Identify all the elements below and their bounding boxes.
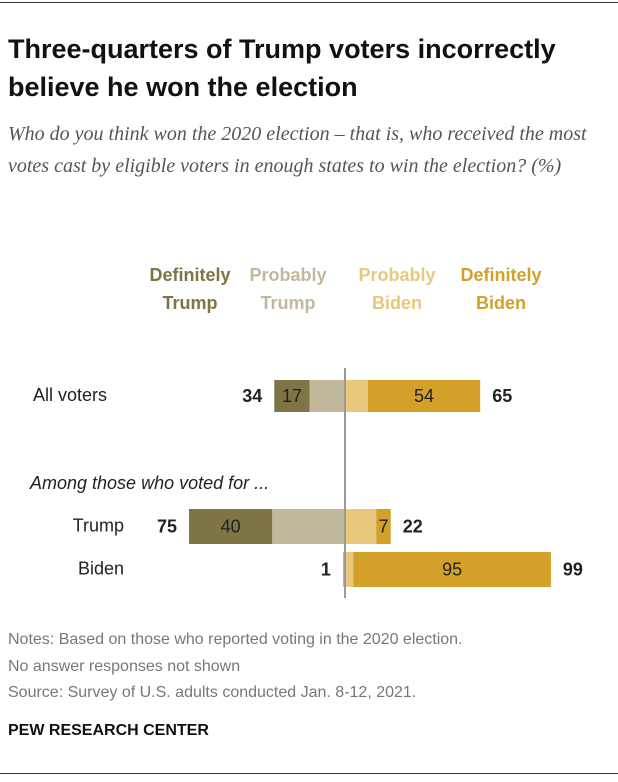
top-rule xyxy=(0,2,618,3)
total-label: 99 xyxy=(563,559,583,579)
total-label: 1 xyxy=(321,559,331,579)
bar-segment xyxy=(345,552,354,587)
bar-segment xyxy=(376,509,391,544)
bar-segment xyxy=(189,509,273,544)
legend-entry: Probably Biden xyxy=(358,265,436,313)
source: Source: Survey of U.S. adults conducted … xyxy=(8,684,417,701)
value-label: 95 xyxy=(442,559,462,579)
bar-segment xyxy=(345,509,377,544)
total-label: 75 xyxy=(157,516,177,536)
bar-segment xyxy=(272,509,345,544)
legend-entry: Definitely Biden xyxy=(460,265,542,313)
value-label: 40 xyxy=(221,516,241,536)
bar-segment xyxy=(309,380,345,412)
bar-segment xyxy=(274,380,310,412)
legend-entry: Definitely Trump xyxy=(149,265,231,313)
bar-segment xyxy=(342,552,345,587)
value-label: 7 xyxy=(378,516,388,536)
total-label: 65 xyxy=(492,386,512,406)
value-label: 17 xyxy=(282,386,302,406)
note: Notes: Based on those who reported votin… xyxy=(8,631,463,648)
notes: Notes: Based on those who reported votin… xyxy=(8,627,463,707)
row-label: All voters xyxy=(33,385,107,405)
row-label: Biden xyxy=(78,558,124,578)
legend-entry: Probably Trump xyxy=(249,265,327,313)
footer: PEW RESEARCH CENTER xyxy=(8,722,209,739)
note: No answer responses not shown xyxy=(8,657,241,675)
bar-segment xyxy=(345,380,368,412)
group-label: Among those who voted for ... xyxy=(29,473,269,493)
total-label: 22 xyxy=(403,516,423,536)
bar-segment xyxy=(353,552,551,587)
total-label: 34 xyxy=(242,386,262,406)
chart-subtitle: Who do you think won the 2020 election –… xyxy=(8,123,587,177)
bottom-rule xyxy=(0,773,618,774)
row-label: Trump xyxy=(73,515,124,535)
chart-title: Three-quarters of Trump voters incorrect… xyxy=(8,34,556,102)
value-label: 54 xyxy=(414,386,434,406)
bar-segment xyxy=(367,380,481,412)
